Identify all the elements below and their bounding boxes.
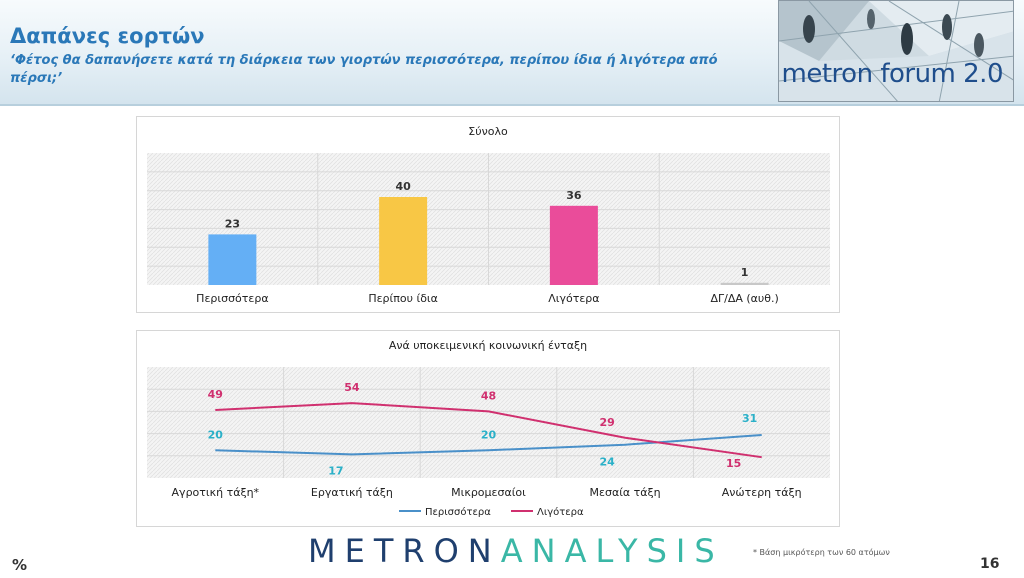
logo-part-analysis: ANALYSIS — [500, 532, 724, 570]
bar-category-label: Περίπου ίδια — [368, 292, 438, 305]
bar-chart-title: Σύνολο — [468, 125, 508, 138]
line-data-label: 29 — [599, 416, 614, 429]
bar-value-label: 23 — [225, 217, 240, 230]
bar-chart: 23 Περισσότερα 40 Περίπου ίδια 36 Λιγότερα 1 ΔΓ… — [147, 153, 830, 305]
bar-λιγότερα — [549, 205, 598, 285]
line-data-label: 48 — [481, 389, 496, 402]
page-title: Δαπάνες εορτών — [10, 24, 205, 48]
line-chart: 20 17 20 24 31 49 54 48 29 15 Αγροτική τάξη* Εργατι… — [147, 367, 830, 518]
bar-value-label: 36 — [566, 189, 582, 202]
line-category-label: Μικρομεσαίοι — [451, 486, 526, 499]
page-subtitle: ‘Φέτος θα δαπανήσετε κατά τη διάρκεια τω… — [10, 53, 718, 86]
line-series-λιγότερα — [215, 402, 762, 459]
bar-value-label: 40 — [395, 180, 411, 193]
company-logo: METRONANALYSIS — [308, 532, 724, 570]
bar-category-label: Λιγότερα — [548, 292, 599, 305]
bar-category-label: Περισσότερα — [196, 292, 268, 305]
legend-label: Περισσότερα — [425, 506, 491, 518]
line-data-label: 54 — [344, 381, 360, 394]
brand-image: metron forum 2.0 — [778, 0, 1014, 102]
bar-category-label: ΔΓ/ΔΑ (αυθ.) — [710, 292, 778, 305]
brand-photo — [779, 1, 1013, 101]
line-data-label: 15 — [726, 457, 741, 470]
line-data-label: 20 — [208, 428, 224, 441]
percent-sign: % — [12, 556, 28, 574]
line-category-label: Αγροτική τάξη* — [172, 486, 260, 499]
bar-περισσότερα — [208, 234, 257, 285]
brand-text: metron forum 2.0 — [781, 59, 1004, 89]
line-data-label: 31 — [742, 412, 757, 425]
line-plot-area — [147, 367, 830, 478]
bar-chart-panel: Σύνολο 23 Περισσότερα 40 Περίπου ίδια 36 Λιγό… — [136, 116, 840, 313]
footnote: * Βάση μικρότερη των 60 ατόμων — [753, 548, 890, 557]
bar-value-label: 1 — [741, 266, 749, 279]
line-series-περισσότερα — [215, 433, 762, 456]
legend-label: Λιγότερα — [537, 506, 584, 518]
line-chart-panel: Ανά υποκειμενική κοινωνική ένταξη 20 17 20… — [136, 330, 840, 527]
header-banner: Δαπάνες εορτών ‘Φέτος θα δαπανήσετε κατά… — [0, 0, 1024, 106]
logo-part-metron: METRON — [308, 532, 501, 570]
line-data-label: 20 — [481, 428, 497, 441]
line-data-label: 17 — [328, 464, 343, 477]
bar-δγ-δα-αυθ — [720, 282, 769, 285]
line-data-label: 24 — [599, 456, 615, 469]
line-category-label: Εργατική τάξη — [311, 486, 393, 499]
line-chart-title: Ανά υποκειμενική κοινωνική ένταξη — [388, 339, 588, 352]
line-category-label: Μεσαία τάξη — [590, 486, 661, 499]
line-category-label: Ανώτερη τάξη — [722, 486, 802, 499]
bar-περίπου-ίδια — [379, 197, 428, 285]
line-data-label: 49 — [208, 388, 223, 401]
page-number: 16 — [980, 556, 1000, 572]
